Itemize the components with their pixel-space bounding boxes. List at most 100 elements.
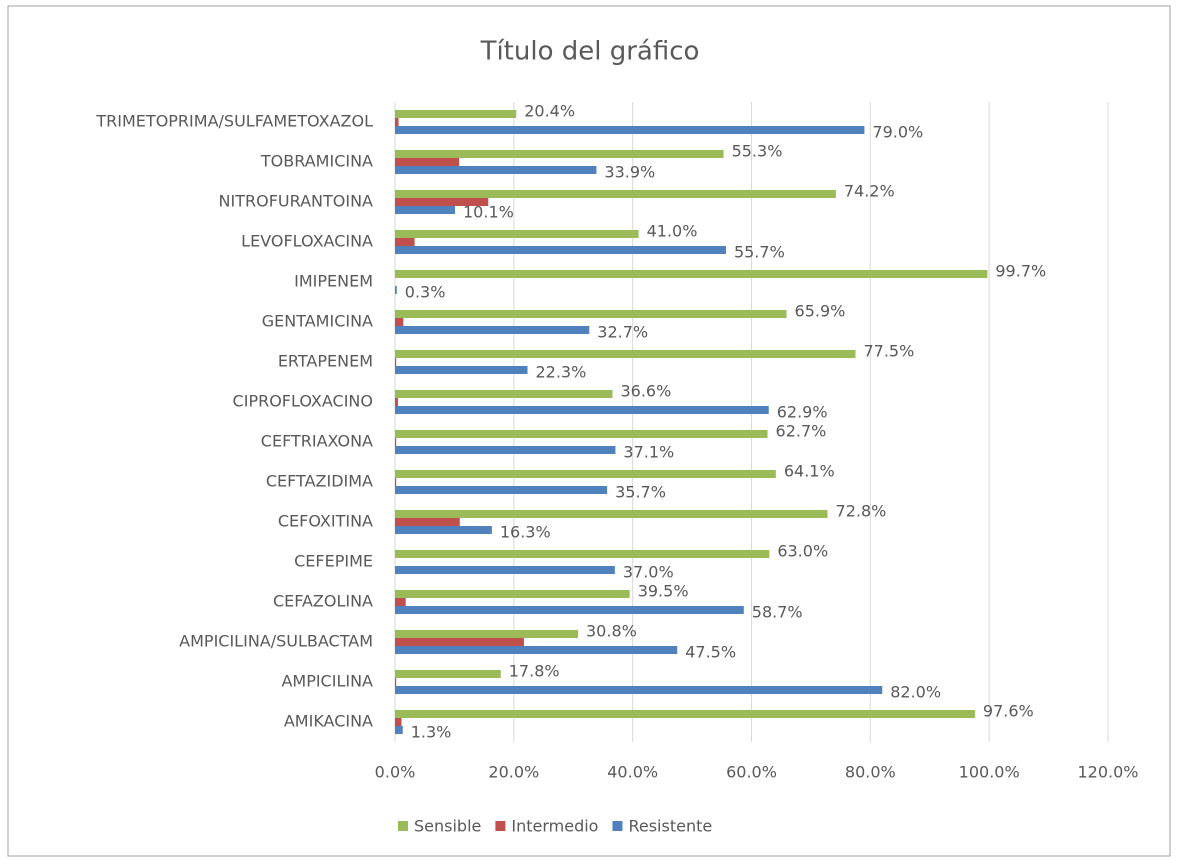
bar bbox=[395, 438, 397, 446]
y-tick-label: AMPICILINA/SULBACTAM bbox=[179, 632, 373, 651]
data-label: 22.3% bbox=[535, 363, 586, 382]
bar bbox=[395, 550, 770, 558]
bar bbox=[395, 406, 769, 414]
bar bbox=[395, 566, 615, 574]
data-label: 77.5% bbox=[863, 342, 914, 361]
bar bbox=[395, 606, 744, 614]
bar bbox=[395, 398, 398, 406]
bar bbox=[395, 686, 883, 694]
x-tick-label: 80.0% bbox=[845, 763, 896, 782]
y-tick-label: CIPROFLOXACINO bbox=[233, 392, 373, 411]
data-label: 65.9% bbox=[795, 302, 846, 321]
data-label: 35.7% bbox=[615, 483, 666, 502]
bar bbox=[395, 230, 639, 238]
data-label: 16.3% bbox=[500, 523, 551, 542]
data-label: 39.5% bbox=[638, 582, 689, 601]
y-tick-label: AMIKACINA bbox=[284, 712, 373, 731]
data-label: 99.7% bbox=[995, 262, 1046, 281]
bar bbox=[395, 118, 399, 126]
data-label: 72.8% bbox=[836, 502, 887, 521]
data-label: 82.0% bbox=[890, 683, 941, 702]
data-label: 20.4% bbox=[524, 102, 575, 121]
bar bbox=[395, 358, 397, 366]
y-tick-label: LEVOFLOXACINA bbox=[241, 232, 373, 251]
data-label: 64.1% bbox=[784, 462, 835, 481]
chart-title: Título del gráfico bbox=[480, 37, 700, 67]
y-tick-label: TOBRAMICINA bbox=[260, 152, 373, 171]
data-label: 1.3% bbox=[411, 723, 452, 742]
bar bbox=[395, 430, 768, 438]
bar bbox=[395, 526, 492, 534]
bar bbox=[395, 366, 528, 374]
bar bbox=[395, 326, 590, 334]
bar bbox=[395, 110, 517, 118]
bar bbox=[395, 590, 630, 598]
bar bbox=[395, 510, 828, 518]
x-tick-label: 0.0% bbox=[375, 763, 416, 782]
y-tick-label: ERTAPENEM bbox=[278, 352, 373, 371]
bar bbox=[395, 198, 489, 206]
data-label: 55.3% bbox=[732, 142, 783, 161]
bar bbox=[395, 646, 678, 654]
data-label: 58.7% bbox=[752, 603, 803, 622]
x-tick-label: 40.0% bbox=[607, 763, 658, 782]
bar bbox=[395, 286, 397, 294]
y-tick-label: NITROFURANTOINA bbox=[219, 192, 374, 211]
bar bbox=[395, 206, 456, 214]
data-label: 63.0% bbox=[777, 542, 828, 561]
bar bbox=[395, 518, 460, 526]
bar bbox=[395, 718, 402, 726]
bar bbox=[395, 126, 865, 134]
bar bbox=[395, 246, 726, 254]
bar bbox=[395, 158, 460, 166]
y-tick-label: GENTAMICINA bbox=[262, 312, 373, 331]
bar bbox=[395, 310, 787, 318]
data-label: 97.6% bbox=[983, 702, 1034, 721]
y-tick-label: TRIMETOPRIMA/SULFAMETOXAZOL bbox=[95, 112, 373, 131]
x-tick-label: 20.0% bbox=[488, 763, 539, 782]
bar bbox=[395, 350, 856, 358]
bar bbox=[395, 670, 501, 678]
bar bbox=[395, 270, 988, 278]
y-tick-label: CEFEPIME bbox=[294, 552, 373, 571]
x-tick-label: 100.0% bbox=[959, 763, 1020, 782]
y-tick-label: CEFAZOLINA bbox=[273, 592, 373, 611]
data-label: 17.8% bbox=[509, 662, 560, 681]
data-label: 36.6% bbox=[620, 382, 671, 401]
y-tick-label: CEFTAZIDIMA bbox=[266, 472, 373, 491]
bar bbox=[395, 678, 397, 686]
bar bbox=[395, 318, 404, 326]
y-tick-label: IMIPENEM bbox=[294, 272, 373, 291]
data-label: 30.8% bbox=[586, 622, 637, 641]
y-tick-label: CEFTRIAXONA bbox=[261, 432, 373, 451]
data-label: 74.2% bbox=[844, 182, 895, 201]
legend-label: Sensible bbox=[414, 817, 481, 836]
data-label: 33.9% bbox=[604, 163, 655, 182]
x-tick-label: 120.0% bbox=[1077, 763, 1138, 782]
data-label: 37.0% bbox=[623, 563, 674, 582]
legend-label: Intermedio bbox=[511, 817, 598, 836]
data-label: 10.1% bbox=[463, 203, 514, 222]
data-label: 62.9% bbox=[777, 403, 828, 422]
data-label: 79.0% bbox=[872, 123, 923, 142]
data-label: 62.7% bbox=[776, 422, 827, 441]
bar bbox=[395, 630, 579, 638]
y-tick-label: CEFOXITINA bbox=[278, 512, 373, 531]
bar bbox=[395, 478, 397, 486]
bar bbox=[395, 486, 608, 494]
legend-label: Resistente bbox=[628, 817, 712, 836]
bar bbox=[395, 598, 406, 606]
y-tick-label: AMPICILINA bbox=[281, 672, 373, 691]
data-label: 41.0% bbox=[647, 222, 698, 241]
bar bbox=[395, 470, 776, 478]
bar bbox=[395, 238, 415, 246]
x-tick-label: 60.0% bbox=[726, 763, 777, 782]
bar bbox=[395, 726, 403, 734]
legend-swatch bbox=[495, 821, 506, 831]
bar bbox=[395, 638, 524, 646]
bar bbox=[395, 190, 836, 198]
legend-swatch bbox=[612, 821, 623, 831]
data-label: 0.3% bbox=[405, 283, 446, 302]
